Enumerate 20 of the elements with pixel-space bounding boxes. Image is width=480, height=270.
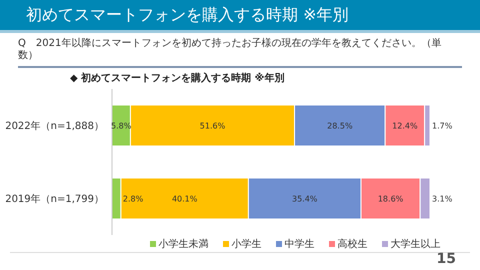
data-label: 1.7%	[432, 122, 453, 131]
data-label: 51.6%	[200, 122, 226, 131]
legend-label: 大学生以上	[390, 238, 440, 251]
data-label: 18.6%	[378, 194, 404, 204]
chart-title: 初めてスマートフォンを購入する時期 ※年別	[0, 0, 480, 33]
data-label: 3.1%	[432, 194, 453, 204]
chart-subtitle: Q 2021年以降にスマートフォンを初めて持ったお子様の現在の学年を教えてください。（単数）	[18, 38, 442, 62]
text: ◆ 初めてスマートフォンを購入する時期 ※年別	[70, 71, 286, 85]
y-tick-label: 2019年（n=1,799）	[5, 193, 104, 206]
data-label: 12.4%	[392, 122, 418, 131]
data-label: 35.4%	[292, 194, 318, 204]
data-label: 28.5%	[327, 122, 353, 131]
text: 15	[436, 251, 456, 267]
data-label: 2.8%	[122, 194, 144, 204]
y-tick-label: 2022年（n=1,888）	[5, 120, 104, 132]
data-label: 40.1%	[172, 194, 198, 204]
legend-label: 中学生	[284, 238, 314, 251]
legend-label: 小学生	[230, 238, 262, 251]
legend-label: 小学生未満	[158, 238, 208, 251]
legend-label: 高校生	[336, 238, 368, 251]
